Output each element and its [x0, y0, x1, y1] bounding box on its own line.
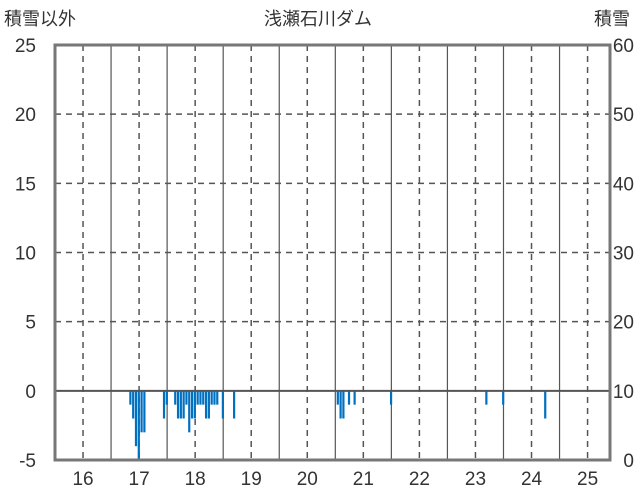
y-tick-label-right: 30 [613, 244, 634, 265]
bar [336, 390, 339, 405]
y-tick-label-left: 5 [25, 313, 36, 334]
bar [196, 390, 199, 405]
x-tick-label: 22 [409, 469, 430, 490]
bar [179, 390, 182, 419]
bar [202, 390, 205, 405]
y-tick-label-right: 0 [623, 451, 634, 472]
y-tick-label-right: 40 [613, 174, 634, 195]
bar [140, 390, 143, 433]
y-tick-label-left: 25 [15, 36, 36, 57]
bar [188, 390, 191, 433]
bar [213, 390, 216, 405]
bar [502, 390, 505, 405]
bar [182, 390, 185, 419]
bar [342, 390, 345, 419]
y-tick-label-right: 50 [613, 105, 634, 126]
plot-frame [53, 43, 612, 462]
bar [129, 390, 132, 405]
x-tick-label: 20 [297, 469, 318, 490]
x-tick-label: 25 [577, 469, 598, 490]
y-axis-label-left: 積雪以外 [4, 9, 76, 30]
bar [232, 390, 236, 419]
y-tick-label-left: -5 [19, 451, 36, 472]
bar [389, 390, 393, 405]
bar-layer [129, 390, 547, 460]
bar [185, 390, 188, 405]
x-tick-label: 23 [465, 469, 486, 490]
bar [162, 390, 166, 419]
bar [347, 390, 351, 405]
bar [134, 390, 138, 447]
bar [210, 390, 213, 405]
x-tick-label: 18 [185, 469, 206, 490]
y-tick-label-right: 20 [613, 313, 634, 334]
bar [176, 390, 180, 419]
x-tick-label: 16 [72, 469, 93, 490]
bar [199, 390, 202, 405]
y-tick-label-left: 10 [15, 244, 36, 265]
y-tick-label-left: 20 [15, 105, 36, 126]
bar [174, 390, 177, 405]
bar [143, 390, 146, 433]
y-tick-label-right: 60 [613, 36, 634, 57]
bar [544, 390, 547, 419]
bar [353, 390, 356, 405]
bar [339, 390, 342, 419]
x-tick-label: 17 [129, 469, 150, 490]
bar [204, 390, 208, 419]
bar [137, 390, 140, 460]
bar [165, 390, 168, 405]
y-tick-label-left: 0 [25, 382, 36, 403]
chart-title: 浅瀬石川ダム [264, 9, 372, 30]
y-tick-label-right: 10 [613, 382, 634, 403]
tick-label-layer: -5 0 5 10 15 20 25 0 10 20 30 40 50 60 16 17 18 19 20 21 22 2… [15, 36, 634, 490]
bar [221, 390, 224, 419]
y-axis-label-right: 積雪 [594, 9, 630, 30]
bar [207, 390, 210, 419]
x-tick-label: 24 [521, 469, 543, 490]
x-tick-label: 21 [353, 469, 374, 490]
bar [193, 390, 196, 419]
bar [216, 390, 219, 405]
y-tick-label-left: 15 [15, 174, 36, 195]
bar [190, 390, 194, 419]
bar [132, 390, 135, 419]
x-tick-label: 19 [241, 469, 262, 490]
bar [485, 390, 488, 405]
